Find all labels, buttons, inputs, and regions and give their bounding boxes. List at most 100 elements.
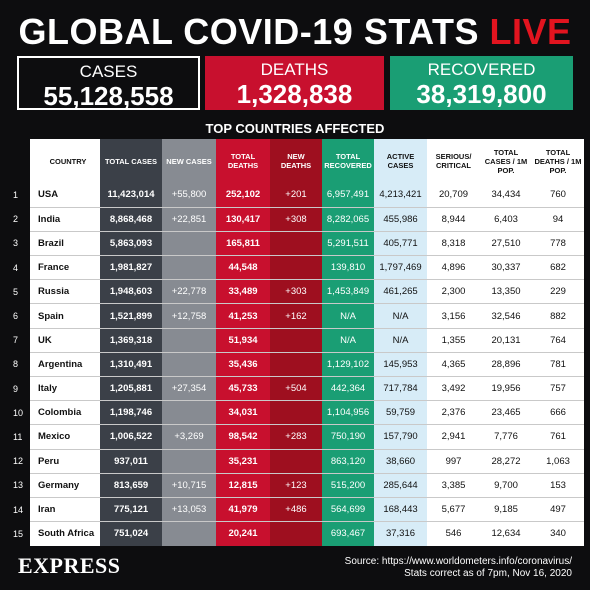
- header-rank: [8, 139, 30, 183]
- row-country: Peru: [30, 449, 100, 474]
- row-total-recovered: 1,453,849: [322, 279, 374, 305]
- row-active-cases: N/A: [374, 328, 427, 353]
- row-total-recovered: 442,364: [322, 376, 374, 402]
- row-active-cases: 285,644: [374, 473, 427, 498]
- cases-value: 55,128,558: [43, 81, 174, 111]
- row-new-cases: [162, 255, 216, 281]
- row-rank: 15: [8, 521, 30, 546]
- row-deaths-per-million: 760: [532, 183, 584, 208]
- row-total-recovered: 564,699: [322, 497, 374, 523]
- row-total-deaths: 130,417: [216, 207, 270, 232]
- row-total-recovered: 515,200: [322, 473, 374, 498]
- table-row: 12 Peru 937,011 35,231 863,120 38,660 997 28,27…: [8, 449, 584, 474]
- total-cases-box: CASES 55,128,558: [17, 56, 200, 110]
- row-cases-per-million: 9,700: [480, 473, 532, 498]
- row-cases-per-million: 19,956: [480, 376, 532, 402]
- row-serious-critical: 2,941: [427, 424, 480, 450]
- row-deaths-per-million: 781: [532, 352, 584, 378]
- row-total-recovered: 750,190: [322, 424, 374, 450]
- row-country: Germany: [30, 473, 100, 498]
- row-new-deaths: +162: [270, 303, 322, 329]
- row-new-cases: +55,800: [162, 183, 216, 208]
- row-country: France: [30, 255, 100, 281]
- row-cases-per-million: 6,403: [480, 207, 532, 232]
- row-active-cases: 59,759: [374, 400, 427, 426]
- row-serious-critical: 5,677: [427, 497, 480, 523]
- row-new-deaths: +504: [270, 376, 322, 402]
- row-total-cases: 1,205,881: [100, 376, 162, 402]
- row-new-cases: [162, 400, 216, 426]
- row-deaths-per-million: 666: [532, 400, 584, 426]
- row-new-deaths: +283: [270, 424, 322, 450]
- row-country: Iran: [30, 497, 100, 523]
- table-row: 13 Germany 813,659 +10,715 12,815 +123 515,200…: [8, 473, 584, 498]
- row-new-deaths: [270, 400, 322, 426]
- row-new-deaths: +303: [270, 279, 322, 305]
- source-note: Source: https://www.worldometers.info/co…: [345, 556, 572, 580]
- row-active-cases: 38,660: [374, 449, 427, 474]
- row-cases-per-million: 28,272: [480, 449, 532, 474]
- row-cases-per-million: 32,546: [480, 303, 532, 329]
- header-new-cases: NEW CASES: [162, 139, 216, 183]
- row-total-cases: 8,868,468: [100, 207, 162, 232]
- table-row: 3 Brazil 5,863,093 165,811 5,291,511 405,771 8…: [8, 231, 584, 257]
- row-deaths-per-million: 153: [532, 473, 584, 498]
- row-cases-per-million: 27,510: [480, 231, 532, 257]
- row-new-deaths: [270, 521, 322, 546]
- row-cases-per-million: 7,776: [480, 424, 532, 450]
- row-new-cases: +10,715: [162, 473, 216, 498]
- row-cases-per-million: 13,350: [480, 279, 532, 305]
- page-title: GLOBAL COVID-19 STATS LIVE: [0, 14, 590, 50]
- row-rank: 3: [8, 231, 30, 256]
- row-total-deaths: 51,934: [216, 328, 270, 353]
- row-total-recovered: 5,291,511: [322, 231, 374, 257]
- table-subtitle: TOP COUNTRIES AFFECTED: [205, 121, 385, 136]
- row-rank: 10: [8, 400, 30, 425]
- table-row: 15 South Africa 751,024 20,241 693,467 37,316…: [8, 521, 584, 546]
- row-new-deaths: +486: [270, 497, 322, 523]
- row-total-recovered: 8,282,065: [322, 207, 374, 232]
- recovered-label: RECOVERED: [427, 60, 536, 79]
- row-new-deaths: [270, 449, 322, 474]
- header-country: COUNTRY: [30, 139, 100, 183]
- row-total-deaths: 20,241: [216, 521, 270, 546]
- row-total-cases: 1,521,899: [100, 303, 162, 329]
- row-rank: 13: [8, 473, 30, 498]
- row-new-cases: +22,778: [162, 279, 216, 305]
- row-new-deaths: [270, 231, 322, 257]
- row-country: Argentina: [30, 352, 100, 378]
- header-serious-critical: SERIOUS/ CRITICAL: [427, 139, 480, 183]
- row-serious-critical: 4,365: [427, 352, 480, 378]
- row-serious-critical: 3,156: [427, 303, 480, 329]
- row-total-cases: 937,011: [100, 449, 162, 474]
- table-row: 2 India 8,868,468 +22,851 130,417 +308 8,282,0…: [8, 207, 584, 232]
- row-serious-critical: 8,318: [427, 231, 480, 257]
- row-active-cases: 1,797,469: [374, 255, 427, 281]
- row-deaths-per-million: 497: [532, 497, 584, 523]
- row-total-deaths: 41,253: [216, 303, 270, 329]
- table-row: 10 Colombia 1,198,746 34,031 1,104,956 59,759…: [8, 400, 584, 426]
- row-rank: 7: [8, 328, 30, 353]
- header-total-recovered: TOTAL RECOVERED: [322, 139, 374, 183]
- row-total-recovered: 139,810: [322, 255, 374, 281]
- recovered-value: 38,319,800: [416, 79, 547, 109]
- row-serious-critical: 8,944: [427, 207, 480, 232]
- row-total-cases: 751,024: [100, 521, 162, 546]
- table-row: 14 Iran 775,121 +13,053 41,979 +486 564,699 168…: [8, 497, 584, 523]
- row-country: India: [30, 207, 100, 232]
- row-total-deaths: 34,031: [216, 400, 270, 426]
- row-total-recovered: 6,957,491: [322, 183, 374, 208]
- row-country: Russia: [30, 279, 100, 305]
- row-new-deaths: +201: [270, 183, 322, 208]
- row-serious-critical: 3,385: [427, 473, 480, 498]
- row-total-deaths: 12,815: [216, 473, 270, 498]
- cases-label: CASES: [79, 62, 138, 81]
- row-total-deaths: 252,102: [216, 183, 270, 208]
- header-total-cases: TOTAL CASES: [100, 139, 162, 183]
- row-total-recovered: 1,104,956: [322, 400, 374, 426]
- header-new-deaths: NEW DEATHS: [270, 139, 322, 183]
- row-deaths-per-million: 340: [532, 521, 584, 546]
- title-live: LIVE: [489, 11, 572, 52]
- row-total-cases: 1,006,522: [100, 424, 162, 450]
- row-active-cases: 157,790: [374, 424, 427, 450]
